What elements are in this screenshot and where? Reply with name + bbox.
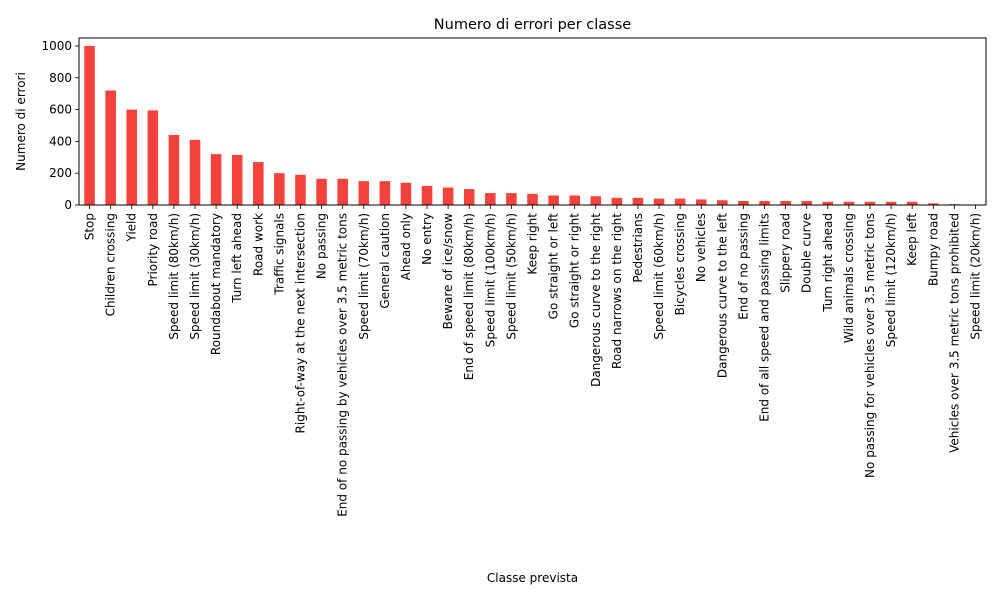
x-axis: Stop Children crossing Yield Priority road S… — [83, 205, 982, 517]
x-tick-label: End of all speed and passing limits — [758, 213, 772, 422]
x-tick-label: Speed limit (120km/h) — [884, 213, 898, 347]
bar — [105, 90, 116, 205]
x-tick-label: Wild animals crossing — [842, 213, 856, 343]
bar — [189, 139, 201, 205]
x-tick-label: Go straight or left — [547, 213, 561, 320]
bar — [210, 154, 222, 205]
x-tick-label: Traffic signals — [272, 213, 286, 296]
x-tick-label: Road work — [251, 213, 265, 276]
bar — [590, 196, 602, 205]
x-tick-label: Pedestrians — [631, 213, 645, 283]
x-axis-label: Classe prevista — [487, 571, 578, 585]
plot-frame — [78, 37, 987, 206]
bar — [738, 201, 749, 205]
bar — [506, 193, 517, 205]
x-tick-label: Speed limit (20km/h) — [968, 213, 982, 340]
y-axis-label: Numero di errori — [14, 72, 28, 171]
x-tick-label: Children crossing — [104, 213, 118, 316]
y-tick-label: 800 — [49, 71, 72, 85]
bar — [337, 178, 348, 205]
bar — [485, 193, 496, 205]
y-tick-label: 400 — [49, 134, 72, 148]
x-tick-label: Slippery road — [779, 213, 793, 293]
bar — [927, 203, 939, 205]
bar — [253, 162, 264, 205]
x-tick-label: Bumpy road — [926, 213, 940, 286]
bars-group — [84, 45, 981, 206]
bar — [885, 201, 897, 205]
bar — [780, 201, 791, 205]
x-tick-label: Bicycles crossing — [673, 213, 687, 315]
bar — [316, 178, 327, 205]
x-tick-label: Speed limit (50km/h) — [504, 213, 518, 340]
x-tick-label: Dangerous curve to the left — [715, 213, 729, 378]
x-tick-label: Priority road — [146, 213, 160, 287]
bar — [632, 197, 644, 205]
bar — [274, 173, 285, 205]
x-tick-label: Turn left ahead — [230, 213, 244, 304]
x-tick-label: No passing for vehicles over 3.5 metric … — [863, 213, 877, 478]
bar — [295, 174, 306, 205]
x-tick-label: Dangerous curve to the right — [589, 213, 603, 387]
x-tick-label: Keep left — [905, 213, 919, 266]
bar — [379, 181, 391, 205]
x-tick-label: Roundabout mandatory — [209, 213, 223, 355]
y-tick-label: 0 — [64, 198, 72, 212]
bar — [527, 193, 538, 205]
bar — [759, 201, 770, 205]
bar — [653, 198, 665, 205]
bar — [147, 110, 159, 205]
bar — [231, 154, 243, 205]
x-tick-label: Speed limit (60km/h) — [652, 213, 666, 340]
y-tick-label: 200 — [49, 166, 72, 180]
x-tick-label: Beware of ice/snow — [441, 213, 455, 330]
x-tick-label: Speed limit (100km/h) — [483, 213, 497, 347]
bar — [463, 189, 475, 205]
x-tick-label: No entry — [420, 213, 434, 265]
x-tick-label: No passing — [315, 213, 329, 279]
bar — [906, 201, 918, 205]
bar — [569, 195, 580, 205]
x-tick-label: Right-of-way at the next intersection — [293, 213, 307, 433]
x-tick-label: End of no passing — [736, 213, 750, 320]
bar — [864, 201, 876, 205]
y-tick-label: 600 — [49, 103, 72, 117]
x-tick-label: Ahead only — [399, 213, 413, 280]
bar — [168, 135, 180, 205]
bar — [126, 109, 138, 205]
x-tick-label: Double curve — [800, 213, 814, 293]
x-tick-label: Speed limit (80km/h) — [167, 213, 181, 340]
x-tick-label: End of no passing by vehicles over 3.5 m… — [336, 213, 350, 517]
y-axis: 0 200 400 600 800 1000 — [41, 39, 79, 212]
x-tick-label: Speed limit (70km/h) — [357, 213, 371, 340]
bar — [84, 45, 95, 206]
bar — [843, 201, 855, 205]
x-tick-label: Yield — [125, 213, 139, 243]
bar — [822, 201, 834, 205]
x-tick-label: Stop — [83, 213, 97, 240]
x-tick-label: Vehicles over 3.5 metric tons prohibited — [947, 213, 961, 453]
bar — [695, 199, 707, 205]
bar — [611, 197, 623, 205]
x-tick-label: General caution — [378, 213, 392, 309]
bar — [717, 200, 728, 205]
bar — [674, 198, 686, 205]
x-tick-label: Speed limit (30km/h) — [188, 213, 202, 340]
bar — [400, 182, 412, 205]
bar — [548, 195, 559, 205]
x-tick-label: Road narrows on the right — [610, 213, 624, 369]
x-tick-label: Go straight or right — [568, 213, 582, 328]
x-tick-label: No vehicles — [694, 213, 708, 282]
bar — [442, 187, 454, 205]
bar — [801, 201, 812, 205]
y-tick-label: 1000 — [41, 39, 72, 53]
chart-title: Numero di errori per classe — [434, 17, 631, 33]
bar — [358, 181, 370, 205]
bar — [421, 185, 433, 205]
x-tick-label: Turn right ahead — [821, 213, 835, 313]
x-tick-label: Keep right — [526, 213, 540, 275]
x-tick-label: End of speed limit (80km/h) — [462, 213, 476, 380]
